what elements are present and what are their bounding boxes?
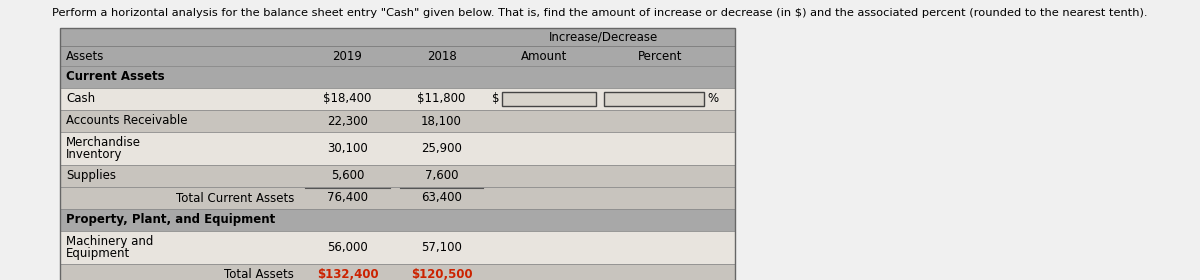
Text: $: $ [492,92,499,106]
Text: 2018: 2018 [427,50,456,62]
Text: 63,400: 63,400 [421,192,462,204]
Text: Inventory: Inventory [66,148,122,161]
Text: $120,500: $120,500 [410,269,473,280]
Bar [60,132,734,165]
Bar [60,66,734,88]
Text: Amount: Amount [521,50,568,62]
Bar [60,28,734,280]
Text: Machinery and: Machinery and [66,235,154,248]
Text: 76,400: 76,400 [326,192,368,204]
Text: Percent: Percent [637,50,683,62]
Text: Merchandise: Merchandise [66,136,142,149]
Text: 30,100: 30,100 [328,142,368,155]
Text: 5,600: 5,600 [331,169,364,183]
Text: Property, Plant, and Equipment: Property, Plant, and Equipment [66,213,275,227]
Text: 25,900: 25,900 [421,142,462,155]
Text: Total Assets: Total Assets [224,269,294,280]
Text: Cash: Cash [66,92,95,106]
Text: 2019: 2019 [332,50,362,62]
Text: 7,600: 7,600 [425,169,458,183]
Bar [60,209,734,231]
Bar [60,28,734,30]
Text: $18,400: $18,400 [323,92,372,106]
Text: Accounts Receivable: Accounts Receivable [66,115,187,127]
Text: 57,100: 57,100 [421,241,462,254]
Bar [60,110,734,132]
Text: $11,800: $11,800 [418,92,466,106]
Text: Supplies: Supplies [66,169,116,183]
Text: 22,300: 22,300 [328,115,368,127]
Text: Equipment: Equipment [66,247,131,260]
Text: Assets: Assets [66,50,104,62]
Text: Total Current Assets: Total Current Assets [175,192,294,204]
Bar [60,187,734,209]
Text: 18,100: 18,100 [421,115,462,127]
Text: %: % [707,92,718,106]
Bar [604,92,704,106]
Text: Perform a horizontal analysis for the balance sheet entry "Cash" given below. Th: Perform a horizontal analysis for the ba… [53,8,1147,18]
Bar [60,165,734,187]
Bar [502,92,596,106]
Text: Increase/Decrease: Increase/Decrease [550,31,659,43]
Text: Current Assets: Current Assets [66,71,164,83]
Bar [60,264,734,280]
Text: 56,000: 56,000 [328,241,368,254]
Text: $132,400: $132,400 [317,269,378,280]
Bar [60,28,734,46]
Bar [60,46,734,66]
Bar [60,88,734,110]
Bar [60,231,734,264]
